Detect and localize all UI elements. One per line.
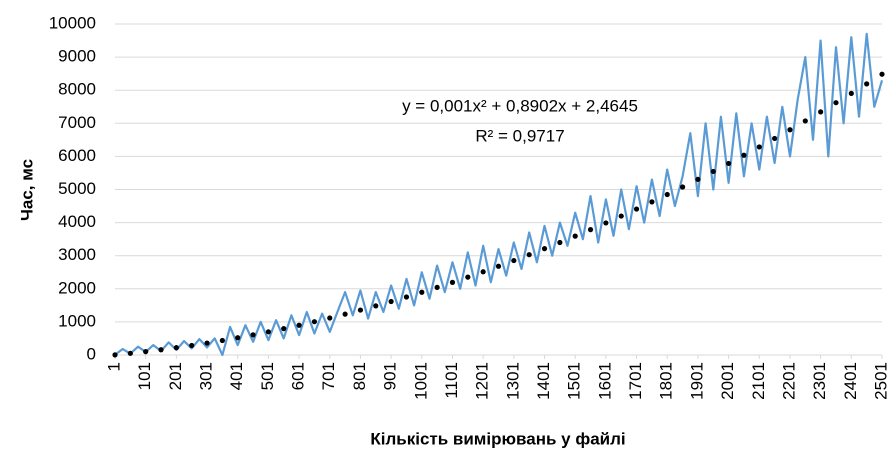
trend-dot [112,352,118,358]
y-tick-label: 10000 [49,13,96,32]
y-tick-label: 8000 [58,80,96,99]
trend-dot [388,298,394,305]
data-line [114,32,884,357]
x-tick-label: 1001 [411,362,430,400]
trend-dot [173,345,179,351]
x-tick-label: 1101 [442,362,461,399]
x-tick-label: 901 [381,362,400,390]
x-tick-label: 301 [197,362,216,390]
x-tick-label: 2201 [779,362,798,400]
x-tick-label: 501 [258,362,277,390]
trend-dot [495,263,502,269]
x-tick-label: 1201 [473,362,492,400]
trend-dot [449,279,456,285]
trend-dot [327,315,333,321]
x-tick-label: 1801 [657,362,676,400]
y-tick-label: 5000 [58,179,96,198]
x-tick-label: 2301 [810,362,829,400]
trend-dot [848,90,854,96]
trend-dot [357,307,364,313]
trend-dot [603,220,609,226]
x-tick-label: 2401 [841,362,860,400]
trend-dot [373,303,379,309]
x-tick-label: 601 [289,362,308,390]
trend-dot [679,184,686,190]
trend-dot [465,274,471,280]
trend-dot [250,332,256,338]
x-tick-label: 1901 [687,362,706,400]
trend-dot [710,168,716,175]
y-tick-label: 3000 [58,245,96,264]
trend-dot [618,213,624,219]
trend-dot [557,239,563,246]
trend-dot [726,160,732,167]
y-tick-label: 2000 [58,278,96,297]
trend-dot [695,176,701,182]
trend-dot [833,100,839,106]
trend-dot [219,337,225,344]
trend-dot [526,252,532,258]
y-tick-label: 9000 [58,47,96,66]
x-tick-label: 201 [166,362,185,390]
trend-dot [756,144,762,150]
trend-dot [235,335,241,341]
trend-dot [419,289,425,295]
trend-dot [541,246,548,252]
trend-dot [189,342,195,349]
x-tick-label: 1401 [534,362,553,400]
trend-dot [311,319,318,325]
y-tick-label: 0 [87,344,96,363]
y-tick-label: 7000 [58,113,96,132]
trend-dot [741,152,747,158]
trend-dot [879,71,885,77]
x-tick-label: 2501 [871,362,890,400]
trend-dot [480,269,486,275]
y-axis-label: Час, мс [17,159,36,221]
y-tick-label: 4000 [58,212,96,231]
trend-dot [787,127,793,133]
trend-dot [158,347,164,353]
trend-dot [403,294,410,300]
trend-dot [649,199,655,205]
x-tick-label: 1501 [565,362,584,400]
x-tick-label: 1301 [503,362,522,400]
trend-dot [281,326,287,332]
y-tick-label: 6000 [58,146,96,165]
trend-dot [342,311,348,317]
x-tick-label: 1701 [626,362,645,400]
trend-equation: y = 0,001x² + 0,8902x + 2,4645 [402,96,638,115]
trend-dot [511,257,517,264]
x-tick-label: 1 [104,362,123,371]
trend-dot [864,81,870,87]
trend-dot [434,284,440,290]
trend-dot [127,350,133,356]
x-axis-label: Кількість вимірювань у файлі [370,429,625,448]
x-tick-label: 401 [227,362,246,390]
trend-dot [772,135,778,142]
x-tick-label: 2101 [749,362,768,400]
trend-dot [572,233,578,239]
x-tick-label: 801 [350,362,369,390]
trend-dot [296,322,302,328]
trend-dot [802,118,808,124]
x-tick-label: 2001 [718,362,737,400]
trend-dot [664,191,670,198]
trend-dot [587,227,594,233]
trend-dot [204,340,210,346]
x-tick-label: 101 [135,362,154,390]
x-tick-label: 1601 [595,362,614,400]
x-tick-label: 701 [319,362,338,390]
trend-dot [143,349,149,355]
r-squared: R² = 0,9717 [475,126,564,145]
trend-dot [633,206,640,212]
y-tick-label: 1000 [58,311,96,330]
trend-dot [818,109,824,115]
trend-dot [265,329,271,335]
